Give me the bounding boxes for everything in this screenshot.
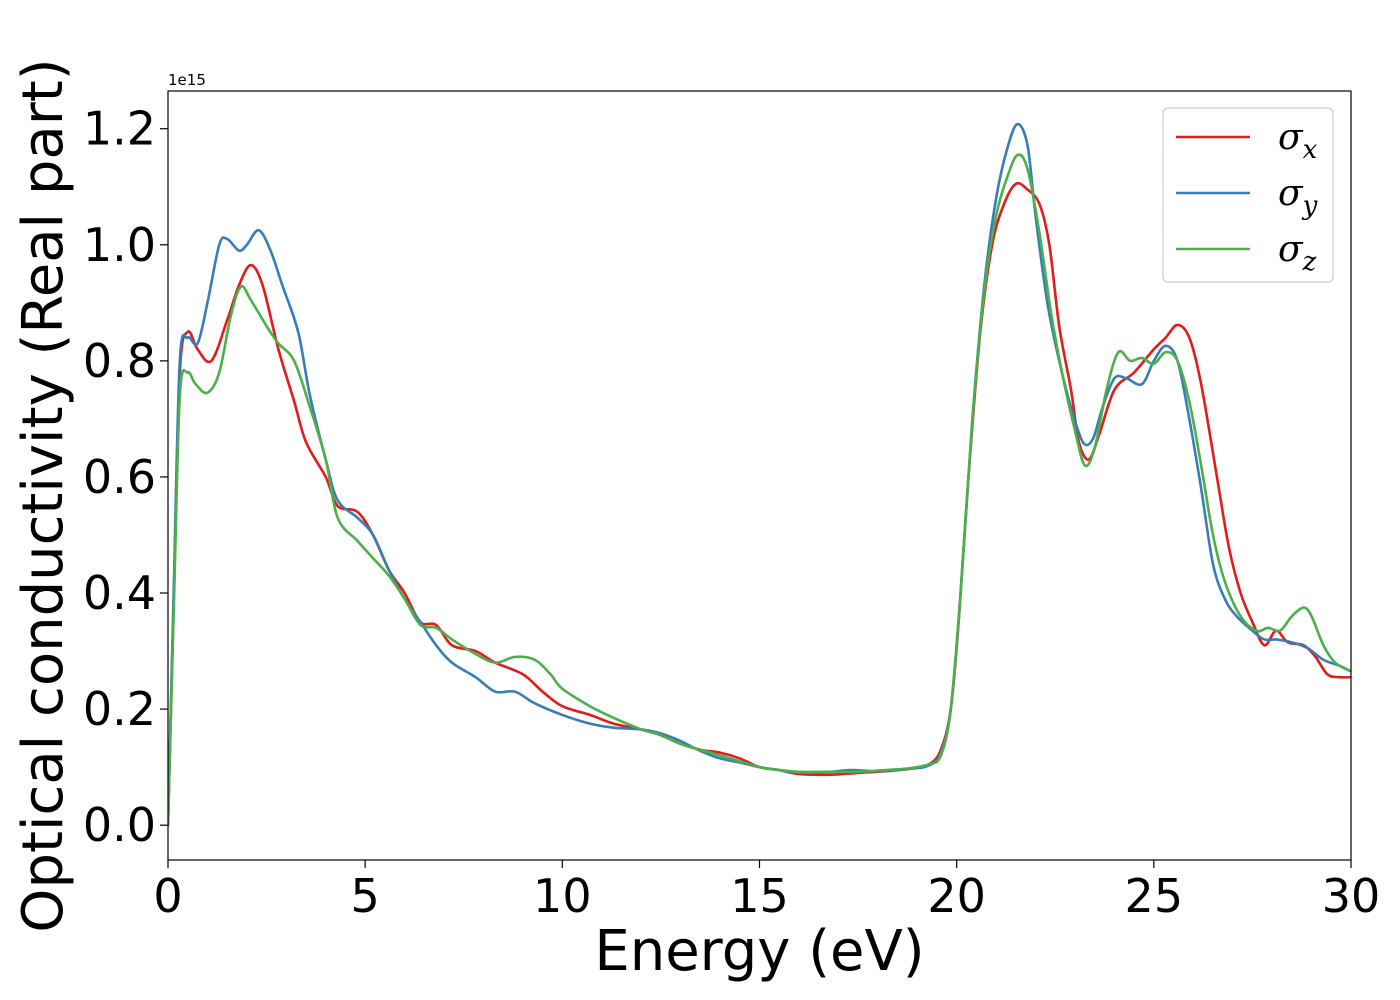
y-tick-label: 0.2 [83,682,156,736]
x-tick-label: 15 [730,869,789,923]
legend-label-base: σ [1278,117,1304,158]
y-tick-label: 1.2 [83,102,156,156]
x-tick-label: 20 [927,869,986,923]
x-tick-label: 10 [533,869,592,923]
x-tick-label: 5 [351,869,380,923]
x-axis-title: Energy (eV) [594,919,924,984]
plot-lines [168,122,1351,827]
y-tick-label: 0.8 [83,334,156,388]
x-tick-label: 30 [1322,869,1381,923]
y-axis-title: Optical conductivity (Real part) [11,58,76,932]
legend-label-subscript: z [1302,247,1317,277]
y-tick-label: 0.0 [83,798,156,852]
legend-label-subscript: y [1302,191,1318,221]
x-tick-label: 0 [153,869,182,923]
legend-label-x: σx [1278,117,1318,165]
x-axis-ticks: 0 5 10 15 20 25 30 [153,860,1380,923]
series-line-z [168,153,1351,827]
y-tick-label: 0.4 [83,566,156,620]
x-tick-label: 25 [1125,869,1184,923]
y-axis-ticks: 0.0 0.2 0.4 0.6 0.8 1.0 1.2 [83,102,168,852]
legend-label-z: σz [1278,229,1317,277]
y-tick-label: 1.0 [83,218,156,272]
series-line-x [168,181,1351,827]
legend-box [1162,107,1334,283]
y-offset-label: 1e15 [168,71,206,89]
legend-label-subscript: x [1303,135,1318,165]
legend-label-base: σ [1278,173,1304,214]
y-tick-label: 0.6 [83,450,156,504]
legend-label-base: σ [1278,229,1304,270]
legend-label-y: σy [1278,173,1318,221]
